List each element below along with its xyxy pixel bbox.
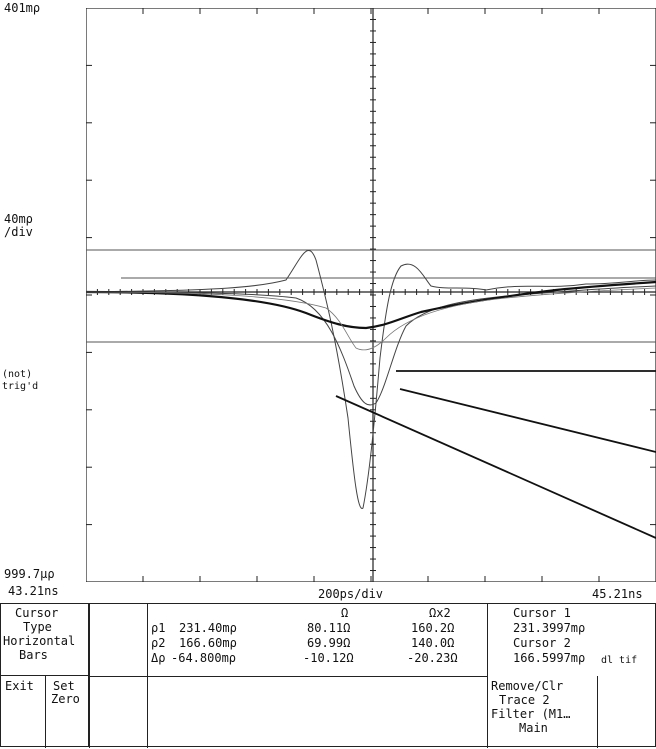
cursor2-label: Cursor 2 bbox=[513, 636, 571, 650]
cursor-type-label-2: Type bbox=[23, 620, 52, 634]
set-zero-button-line2[interactable]: Zero bbox=[51, 692, 80, 706]
remove-clr-menu[interactable]: Remove/Clr bbox=[491, 679, 564, 693]
cursor2-value: 166.5997mρ bbox=[513, 651, 586, 665]
y-scale-label: 40mρ bbox=[4, 212, 33, 226]
x-scale-label: 200ps/div bbox=[318, 587, 384, 601]
trace2-menu[interactable]: Trace 2 bbox=[499, 693, 550, 707]
waveform-plot[interactable] bbox=[86, 8, 656, 582]
trace-ringing bbox=[86, 250, 656, 509]
col-omega: Ω bbox=[341, 606, 349, 620]
x-right-label: 45.21ns bbox=[592, 587, 643, 601]
main-menu[interactable]: Main bbox=[519, 721, 548, 735]
y-scale-div-label: /div bbox=[4, 225, 33, 239]
annotation-pointers bbox=[335, 370, 656, 539]
filter-menu[interactable]: Filter (M1… bbox=[491, 707, 571, 721]
col-omega-x2: Ωx2 bbox=[429, 606, 451, 620]
set-zero-button[interactable]: Set bbox=[53, 679, 75, 693]
trig-status-1: (not) bbox=[2, 369, 33, 380]
y-top-label: 401mρ bbox=[4, 1, 41, 15]
trace-ghost bbox=[86, 287, 656, 351]
pointer-3 bbox=[335, 395, 656, 539]
cursor-type-box[interactable]: Cursor Type Horizontal Bars bbox=[0, 603, 88, 676]
cursor-type-label-4: Bars bbox=[19, 648, 48, 662]
cursor-panel: Ω Ωx2 ρ1 231.40mρ 80.11Ω 160.2Ω ρ2 166.6… bbox=[88, 603, 656, 748]
grid bbox=[86, 8, 656, 582]
pointer-2 bbox=[399, 388, 656, 453]
cursor1-value: 231.3997mρ bbox=[513, 621, 586, 635]
trace-shallow-dip bbox=[86, 280, 656, 330]
traces bbox=[86, 250, 656, 509]
overflow-text: dl tif bbox=[601, 655, 638, 666]
cursor1-label: Cursor 1 bbox=[513, 606, 571, 620]
y-bottom-label: 999.7µρ bbox=[4, 567, 55, 581]
exit-softkey[interactable]: Exit bbox=[5, 679, 34, 693]
trig-status-2: trig'd bbox=[2, 381, 39, 392]
cursor-type-label-1: Cursor bbox=[15, 606, 59, 620]
softkey-area: Exit Set Zero bbox=[0, 675, 88, 748]
cursor-lines bbox=[86, 249, 656, 343]
x-left-label: 43.21ns bbox=[8, 584, 59, 598]
cursor-type-label-3: Horizontal bbox=[3, 634, 76, 648]
